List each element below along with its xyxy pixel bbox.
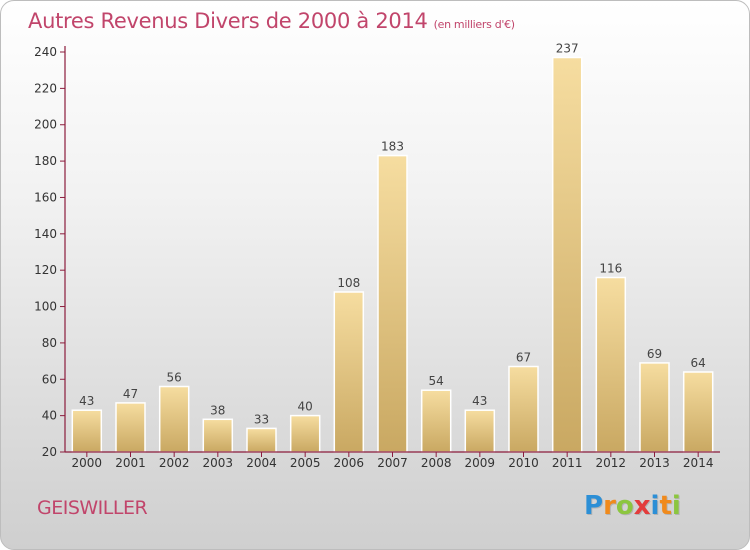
logo-letter: r: [603, 491, 616, 521]
x-tick-label: 2012: [596, 456, 627, 470]
logo-letter: P: [584, 491, 604, 521]
y-tick-label: 40: [42, 409, 57, 423]
data-label: 237: [556, 42, 579, 56]
bar: [202, 418, 234, 453]
bar: [158, 385, 190, 453]
data-label: 56: [167, 371, 182, 385]
logo-letter: x: [633, 491, 651, 521]
data-label: 54: [429, 374, 444, 388]
x-tick-label: 2000: [72, 456, 103, 470]
y-tick-label: 80: [42, 336, 57, 350]
x-tick-label: 2002: [159, 456, 190, 470]
x-tick-label: 2013: [639, 456, 670, 470]
bar: [682, 371, 714, 453]
data-labels-layer: 43 47 56 38 33 40 108 183 54 43 67 237 116 69 64: [79, 42, 706, 427]
data-label: 43: [472, 394, 487, 408]
x-tick-label: 2008: [421, 456, 452, 470]
y-tick-label: 100: [34, 300, 57, 314]
y-tick-label: 200: [34, 118, 57, 132]
bars-layer: [71, 56, 714, 453]
data-label: 43: [79, 394, 94, 408]
x-tick-label: 2007: [377, 456, 408, 470]
x-tick-label: 2011: [552, 456, 583, 470]
bar: [377, 154, 408, 453]
y-tick-label: 140: [34, 227, 57, 241]
bar: [289, 414, 321, 453]
bar: [333, 291, 365, 453]
bar: [246, 427, 277, 453]
logo-letter: o: [615, 491, 634, 521]
x-tick-label: 2010: [508, 456, 539, 470]
data-label: 108: [337, 276, 360, 290]
chart-title-unit: (en milliers d'€): [433, 18, 515, 31]
commune-name: GEISWILLER: [37, 497, 148, 519]
y-tick-label: 240: [34, 45, 57, 59]
data-label: 33: [254, 412, 269, 426]
data-label: 40: [298, 400, 313, 414]
x-tick-label: 2003: [203, 456, 234, 470]
x-tick-label: 2001: [115, 456, 146, 470]
bar: [508, 365, 539, 453]
bar: [551, 56, 583, 453]
data-label: 67: [516, 351, 531, 365]
bar: [464, 409, 496, 453]
chart-title-text: Autres Revenus Divers de 2000 à 2014: [28, 9, 428, 33]
proxiti-logo: Proxiti: [584, 491, 681, 521]
data-label: 47: [123, 387, 138, 401]
data-label: 38: [210, 403, 225, 417]
logo-letter: i: [671, 491, 681, 521]
data-label: 69: [647, 347, 662, 361]
y-tick-label: 160: [34, 191, 57, 205]
data-label: 116: [599, 262, 622, 276]
bar: [420, 389, 452, 453]
x-tick-label: 2009: [465, 456, 496, 470]
chart-title: Autres Revenus Divers de 2000 à 2014 (en …: [28, 9, 515, 33]
data-label: 183: [381, 140, 404, 154]
logo-letter: t: [659, 491, 672, 521]
logo-letter: i: [650, 491, 660, 521]
x-tick-label: 2014: [683, 456, 714, 470]
data-label: 64: [691, 356, 706, 370]
bar: [595, 276, 627, 453]
bar: [639, 362, 670, 453]
y-tick-label: 220: [34, 81, 57, 95]
y-tick-label: 60: [42, 372, 57, 386]
bar: [115, 402, 146, 453]
y-tick-label: 20: [42, 445, 57, 459]
axes-layer: 2000 2001 2002 2003 2004 2005 2006 2007 2008 2009…: [34, 45, 720, 470]
y-tick-label: 120: [34, 263, 57, 277]
x-tick-label: 2004: [246, 456, 277, 470]
x-tick-label: 2005: [290, 456, 321, 470]
x-tick-label: 2006: [334, 456, 365, 470]
bar: [71, 409, 103, 453]
y-tick-label: 180: [34, 154, 57, 168]
